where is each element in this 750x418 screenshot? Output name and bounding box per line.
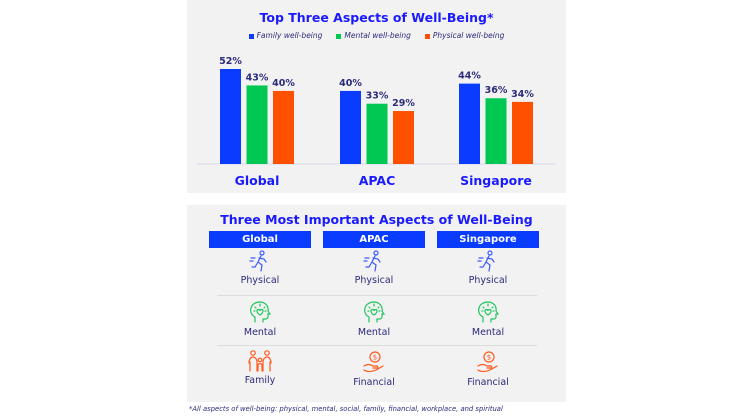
data-label: 40% <box>272 78 295 89</box>
aspect-item: $ Financial <box>323 350 425 388</box>
aspects-table-panel: Three Most Important Aspects of Well-Bei… <box>187 205 566 402</box>
aspect-label: Physical <box>354 275 394 286</box>
svg-text:$: $ <box>373 354 377 362</box>
divider <box>217 345 537 346</box>
aspect-item: Physical <box>437 250 539 286</box>
footnote: *All aspects of well-being: physical, me… <box>189 405 503 413</box>
head-heart-icon <box>323 300 425 324</box>
aspect-label: Physical <box>468 275 508 286</box>
head-heart-icon <box>209 300 311 324</box>
head-heart-icon <box>437 300 539 324</box>
legend: Family well-being Mental well-being Phys… <box>187 31 566 40</box>
legend-item: Family well-being <box>248 31 322 40</box>
bar <box>512 101 533 164</box>
table-title: Three Most Important Aspects of Well-Bei… <box>220 212 533 227</box>
aspect-label: Mental <box>243 327 277 338</box>
bar <box>366 103 388 164</box>
family-icon <box>209 350 311 372</box>
hand-coin-icon: $ <box>323 350 425 374</box>
data-label: 43% <box>246 72 269 83</box>
running-person-icon <box>323 250 425 272</box>
data-label: 33% <box>366 91 389 102</box>
column-header: APAC <box>323 231 425 248</box>
bar <box>273 90 294 164</box>
aspect-item: Mental <box>437 300 539 338</box>
aspect-item: $ Financial <box>437 350 539 388</box>
bar <box>246 85 268 164</box>
divider <box>217 295 537 296</box>
aspect-label: Mental <box>357 327 391 338</box>
bar <box>220 69 241 164</box>
bar-chart-panel: Top Three Aspects of Well-Being* Family … <box>187 0 566 193</box>
bar <box>393 111 414 164</box>
chart-title: Top Three Aspects of Well-Being* <box>259 10 494 25</box>
aspect-item: Physical <box>323 250 425 286</box>
bar <box>340 90 361 164</box>
aspect-item: Physical <box>209 250 311 286</box>
data-label: 52% <box>219 56 242 67</box>
bar <box>485 98 507 164</box>
category-label: APAC <box>359 173 396 188</box>
running-person-icon <box>209 250 311 272</box>
data-label: 40% <box>339 78 362 89</box>
aspect-label: Financial <box>467 377 509 388</box>
running-person-icon <box>437 250 539 272</box>
aspect-item: Family <box>209 350 311 386</box>
data-label: 44% <box>458 71 481 82</box>
aspect-item: Mental <box>209 300 311 338</box>
aspect-label: Mental <box>471 327 505 338</box>
bar <box>459 83 480 164</box>
data-label: 36% <box>485 85 508 96</box>
svg-text:$: $ <box>487 354 491 362</box>
aspect-label: Financial <box>353 377 395 388</box>
category-label: Global <box>235 173 280 188</box>
aspect-label: Physical <box>240 275 280 286</box>
column-header: Global <box>209 231 311 248</box>
aspect-item: Mental <box>323 300 425 338</box>
column-header: Singapore <box>437 231 539 248</box>
aspect-label: Family <box>244 375 276 386</box>
category-label: Singapore <box>460 173 532 188</box>
legend-item: Physical well-being <box>424 31 504 40</box>
data-label: 29% <box>392 98 415 109</box>
data-label: 34% <box>511 89 534 100</box>
legend-item: Mental well-being <box>336 31 411 40</box>
hand-coin-icon: $ <box>437 350 539 374</box>
